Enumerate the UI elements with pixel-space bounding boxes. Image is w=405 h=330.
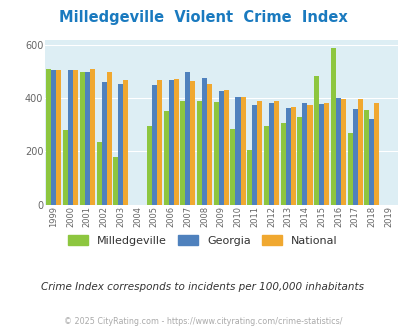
Bar [90, 69, 95, 205]
Bar [235, 97, 240, 205]
Bar [51, 70, 56, 205]
Bar [280, 123, 285, 205]
Bar [302, 103, 307, 205]
Bar [313, 76, 318, 205]
Bar [324, 103, 328, 205]
Bar [113, 157, 118, 205]
Bar [357, 99, 362, 205]
Bar [80, 72, 85, 205]
Legend: Milledgeville, Georgia, National: Milledgeville, Georgia, National [64, 231, 341, 250]
Bar [173, 79, 178, 205]
Bar [190, 81, 195, 205]
Bar [151, 85, 156, 205]
Text: Crime Index corresponds to incidents per 100,000 inhabitants: Crime Index corresponds to incidents per… [41, 282, 364, 292]
Bar [285, 108, 290, 205]
Bar [163, 112, 168, 205]
Bar [101, 82, 107, 205]
Bar [56, 70, 61, 205]
Bar [180, 101, 185, 205]
Text: © 2025 CityRating.com - https://www.cityrating.com/crime-statistics/: © 2025 CityRating.com - https://www.city… [64, 317, 341, 326]
Bar [273, 101, 278, 205]
Bar [68, 70, 73, 205]
Bar [123, 80, 128, 205]
Bar [263, 126, 269, 205]
Bar [73, 70, 78, 205]
Bar [335, 98, 340, 205]
Bar [297, 117, 302, 205]
Bar [168, 80, 173, 205]
Bar [118, 83, 123, 205]
Bar [340, 99, 345, 205]
Bar [46, 69, 51, 205]
Bar [202, 78, 207, 205]
Bar [230, 129, 235, 205]
Bar [218, 91, 223, 205]
Bar [96, 142, 101, 205]
Bar [247, 150, 252, 205]
Bar [240, 97, 245, 205]
Bar [369, 119, 373, 205]
Bar [85, 72, 90, 205]
Bar [196, 101, 202, 205]
Bar [347, 133, 352, 205]
Bar [269, 104, 273, 205]
Bar [373, 103, 379, 205]
Bar [107, 72, 111, 205]
Bar [307, 105, 312, 205]
Bar [223, 90, 228, 205]
Bar [252, 105, 257, 205]
Bar [290, 108, 295, 205]
Bar [364, 110, 369, 205]
Bar [156, 80, 162, 205]
Bar [63, 130, 68, 205]
Bar [257, 101, 262, 205]
Text: Milledgeville  Violent  Crime  Index: Milledgeville Violent Crime Index [58, 10, 347, 25]
Bar [318, 104, 324, 205]
Bar [147, 126, 151, 205]
Bar [330, 48, 335, 205]
Bar [213, 102, 218, 205]
Bar [352, 109, 357, 205]
Bar [207, 83, 211, 205]
Bar [185, 72, 190, 205]
